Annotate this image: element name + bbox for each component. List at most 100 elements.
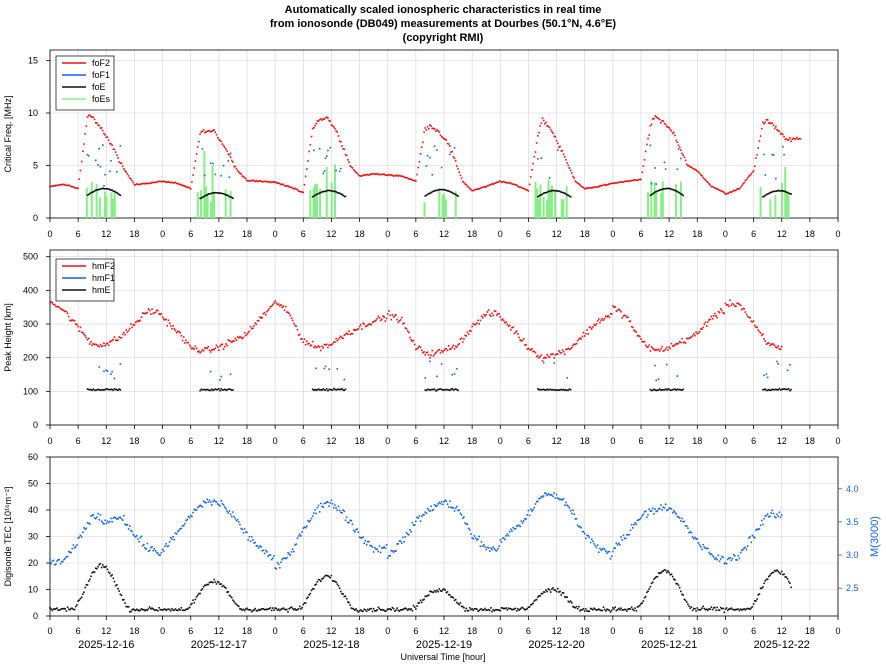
hmF2-point	[377, 315, 380, 318]
tec-point	[640, 602, 642, 605]
hmF2-point	[82, 331, 84, 334]
hmE-point	[445, 388, 448, 391]
tec-point	[267, 608, 269, 610]
foF2-point	[130, 178, 132, 180]
foF2-point	[660, 121, 662, 124]
m3000-point	[566, 504, 568, 507]
m3000-point	[535, 500, 538, 503]
foF1-point	[431, 173, 434, 176]
tec-point	[191, 602, 193, 605]
hmF2-point	[53, 303, 56, 306]
foF2-point	[98, 124, 101, 127]
m3000-point	[541, 496, 544, 498]
foF2-point	[296, 188, 299, 191]
tec-point	[440, 590, 443, 592]
tec-point	[718, 609, 721, 612]
foF2-point	[580, 185, 582, 188]
hmF2-point	[280, 304, 282, 306]
foEs-bar	[560, 199, 563, 218]
m3000-point	[152, 549, 154, 552]
legend-label-foF2: foF2	[92, 58, 110, 68]
foF2-point	[776, 128, 778, 131]
tec-point	[155, 609, 158, 611]
hmF2-point	[107, 344, 110, 346]
foF2-point	[194, 160, 197, 162]
hmF2-point	[492, 314, 495, 317]
x-tick-label: 12	[214, 229, 224, 239]
tec-point	[683, 598, 686, 601]
foF2-point	[612, 182, 614, 184]
foF2-point	[768, 122, 770, 125]
hmF2-point	[275, 302, 278, 304]
foE-point	[558, 190, 560, 193]
foE-point	[680, 193, 682, 195]
foE-point	[778, 190, 781, 192]
tec-point	[572, 605, 574, 608]
hmE-point	[430, 388, 432, 391]
hmE-point	[660, 389, 662, 392]
tec-point	[411, 609, 414, 612]
hmF2-point	[528, 348, 531, 351]
foF2-point	[458, 171, 461, 174]
foF1-point	[676, 168, 679, 171]
hmF2-point	[772, 343, 775, 345]
foF2-point	[99, 127, 102, 129]
m3000-point	[763, 517, 765, 520]
foE-point	[340, 193, 342, 195]
tec-point	[443, 588, 445, 590]
foEs-bar	[443, 193, 446, 218]
m3000-point	[92, 514, 95, 516]
hmF1-point	[776, 360, 778, 363]
foF2-point	[575, 181, 578, 184]
hmF2-point	[453, 347, 456, 350]
hmE-point	[777, 388, 779, 391]
hmF2-point	[403, 322, 405, 325]
hmE-point	[91, 389, 94, 392]
m3000-point	[363, 542, 366, 544]
tec-point	[582, 607, 585, 610]
foF2-point	[395, 175, 397, 177]
hmF2-point	[179, 331, 181, 334]
tec-point	[180, 606, 183, 609]
m3000-point	[357, 531, 360, 534]
foF1-point	[537, 158, 539, 160]
foF1-point	[119, 145, 122, 147]
tec-point	[498, 609, 500, 611]
foF2-point	[201, 130, 204, 133]
m3000-point	[710, 553, 713, 555]
hmF2-point	[614, 306, 617, 308]
foE-point	[317, 192, 320, 195]
foF2-point	[49, 185, 51, 188]
tec-point	[573, 606, 575, 608]
tec-point	[700, 608, 702, 611]
foF1-point	[87, 154, 90, 157]
tec-point	[447, 593, 450, 596]
tec-point	[327, 575, 329, 577]
foF2-point	[357, 174, 360, 176]
tec-point	[538, 594, 540, 597]
foF2-point	[64, 184, 67, 186]
m3000-point	[491, 548, 493, 551]
foEs-bar	[536, 188, 539, 218]
hmF2-point	[472, 322, 475, 325]
hmF2-point	[484, 315, 486, 317]
m3000-point	[559, 498, 561, 501]
tec-point	[753, 600, 756, 602]
tec-point	[383, 609, 385, 612]
foF2-point	[464, 183, 466, 185]
foF2-point	[567, 164, 570, 167]
hmF2-point	[506, 323, 509, 326]
m3000-point	[665, 509, 668, 512]
foF2-point	[82, 150, 84, 153]
hmF2-point	[92, 342, 95, 345]
m3000-point	[336, 509, 339, 512]
hmF2-point	[553, 357, 556, 359]
x-tick-label: 6	[638, 626, 643, 636]
m3000-point	[82, 531, 84, 534]
hmF2-point	[709, 318, 711, 321]
hmF2-point	[262, 312, 265, 315]
foF2-point	[345, 154, 348, 157]
foE-point	[101, 187, 104, 190]
m3000-point	[519, 525, 522, 528]
tec-point	[338, 587, 341, 590]
